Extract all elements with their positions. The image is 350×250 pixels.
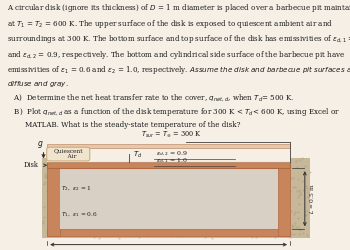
Bar (47, 162, 290, 168)
Bar (42, 158, 310, 238)
Bar (47, 168, 60, 236)
Text: Disk: Disk (24, 161, 38, 169)
Text: $D$ = 1 m: $D$ = 1 m (154, 248, 183, 250)
Bar (58, 168, 279, 230)
Text: $L$ = 0.5 m: $L$ = 0.5 m (308, 184, 316, 214)
Text: $g$: $g$ (36, 138, 43, 149)
Text: $\varepsilon_{d,1}$ = 1.0: $\varepsilon_{d,1}$ = 1.0 (156, 156, 188, 165)
Text: A circular disk (ignore its thickness) of $D$ = 1 m diameter is placed over a ba: A circular disk (ignore its thickness) o… (7, 2, 350, 129)
FancyBboxPatch shape (47, 147, 90, 161)
Text: Quiescent
    Air: Quiescent Air (54, 148, 83, 159)
Text: $T_1,\ \varepsilon_1$ = 0.6: $T_1,\ \varepsilon_1$ = 0.6 (61, 210, 98, 219)
Bar (60, 168, 278, 229)
Text: $T_2,\ \varepsilon_2$ = 1: $T_2,\ \varepsilon_2$ = 1 (61, 184, 92, 193)
Text: $T_d$: $T_d$ (133, 150, 142, 160)
Bar (47, 138, 290, 162)
Bar (47, 144, 290, 148)
Bar (47, 229, 290, 236)
Text: $\varepsilon_{d,2}$ = 0.9: $\varepsilon_{d,2}$ = 0.9 (156, 149, 188, 158)
Bar (278, 168, 290, 236)
Text: $T_{sur}$ = $T_\infty$ = 300 K: $T_{sur}$ = $T_\infty$ = 300 K (141, 130, 202, 140)
